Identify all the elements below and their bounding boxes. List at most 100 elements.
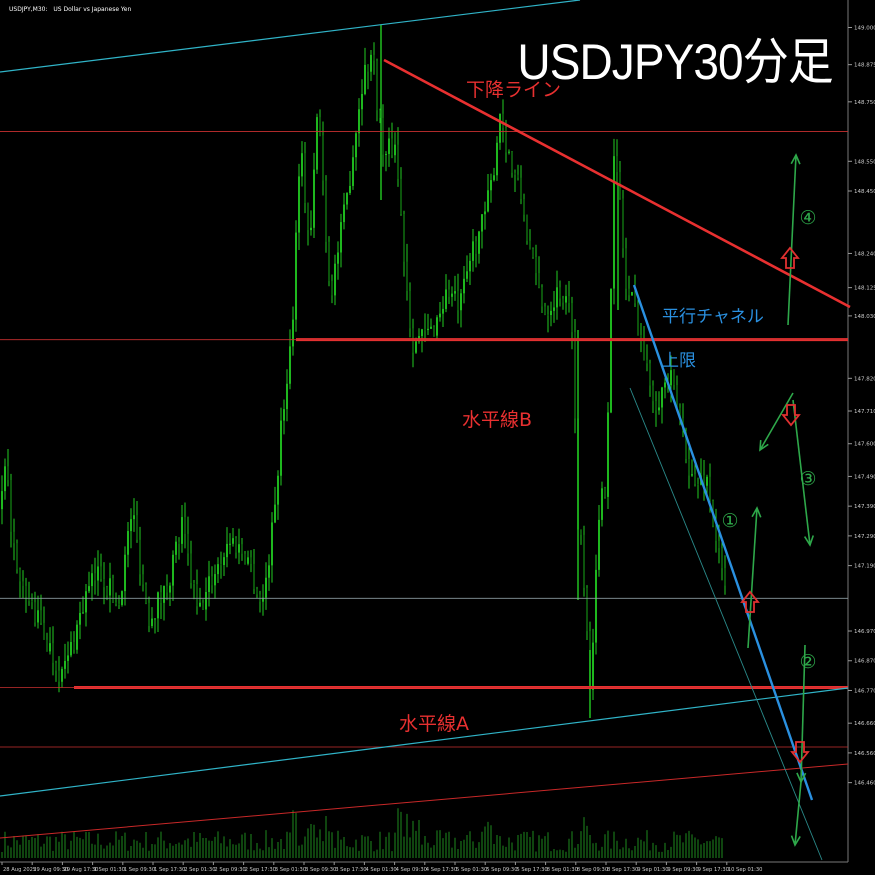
candle-body	[358, 109, 360, 134]
candle-body	[544, 306, 546, 315]
arrow-scenario-2-continue	[794, 781, 802, 846]
candle-body	[211, 576, 213, 586]
candle-body	[40, 610, 42, 623]
candle-body	[88, 586, 90, 592]
candle-body	[229, 543, 231, 545]
candle-body	[622, 198, 624, 249]
x-tick-label: 1 Sep 01:30	[94, 867, 125, 873]
candle-body	[55, 662, 57, 671]
candle-body	[166, 585, 168, 593]
candle-body	[490, 180, 492, 191]
y-tick-label: 147.600	[854, 442, 875, 448]
y-tick-label: 148.875	[854, 63, 875, 69]
candle-body	[586, 587, 588, 632]
candle-body	[436, 317, 438, 336]
candle-body	[103, 579, 105, 588]
candle-body	[721, 548, 723, 569]
candle-body	[529, 240, 531, 249]
candle-body	[403, 214, 405, 262]
candle-body	[49, 643, 51, 652]
candle-body	[550, 310, 552, 316]
parallel-channel-lower	[629, 387, 823, 861]
candle-body	[181, 517, 183, 544]
candle-body	[526, 214, 528, 241]
candle-body	[13, 531, 15, 544]
candle-body	[496, 142, 498, 176]
candle-body	[172, 554, 174, 586]
candle-body	[31, 601, 33, 603]
candle-body	[421, 329, 423, 337]
arrow-scenario-4-head	[790, 153, 801, 165]
candle-body	[52, 643, 54, 663]
candle-body	[67, 655, 69, 661]
arrow-scenario-3-down-head	[803, 535, 815, 547]
candle-body	[514, 172, 516, 175]
candle-body	[406, 261, 408, 291]
label-horizontal-b: 水平線B	[462, 409, 532, 431]
x-tick-label: 2 Sep 17:30	[245, 867, 276, 873]
candle-body	[100, 566, 102, 580]
candle-body	[265, 577, 267, 598]
candle-body	[625, 248, 627, 289]
candle-body	[538, 273, 540, 288]
candle-body	[271, 522, 273, 566]
candle-body	[382, 117, 384, 155]
candle-body	[715, 525, 717, 541]
candle-body	[505, 127, 507, 153]
candle-body	[262, 597, 264, 602]
candle-body	[154, 618, 156, 620]
y-tick-label: 147.710	[854, 409, 875, 415]
candle-body	[157, 592, 159, 619]
arrow-scenario-3-up	[759, 392, 794, 451]
candle-body	[301, 153, 303, 177]
x-tick-label: 3 Sep 09:30	[305, 867, 336, 873]
candle-body	[178, 541, 180, 544]
price-candles	[1, 25, 726, 718]
symbol-description: US Dollar vs Japanese Yen	[53, 6, 132, 13]
candle-body	[313, 169, 315, 228]
candle-body	[364, 64, 366, 95]
candle-body	[304, 153, 306, 204]
y-tick-label: 146.660	[854, 721, 875, 727]
candle-body	[508, 151, 510, 153]
candle-body	[1, 491, 3, 510]
label-scenario-3: ③	[799, 468, 816, 490]
candle-body	[613, 156, 615, 289]
candle-body	[112, 578, 114, 603]
candle-body	[139, 539, 141, 575]
volume-bars	[1, 808, 723, 858]
candle-body	[253, 563, 255, 590]
candle-body	[628, 288, 630, 296]
candle-body	[631, 292, 633, 296]
upper-channel-line	[0, 0, 581, 73]
x-tick-label: 1 Sep 17:30	[154, 867, 185, 873]
candle-body	[46, 639, 48, 652]
candle-body	[340, 222, 342, 253]
candle-body	[160, 592, 162, 603]
candle-body	[448, 289, 450, 297]
candle-body	[61, 668, 63, 682]
candle-body	[148, 602, 150, 627]
candle-body	[286, 383, 288, 410]
candle-body	[376, 60, 378, 111]
candle-body	[676, 385, 678, 408]
candle-body	[64, 660, 66, 669]
candle-body	[520, 177, 522, 200]
candle-body	[328, 241, 330, 282]
label-scenario-2: ②	[799, 651, 816, 673]
chart-header: USDJPY,M30: US Dollar vs Japanese Yen	[9, 6, 135, 13]
downtrend-line	[383, 58, 851, 309]
candle-body	[598, 519, 600, 570]
candle-body	[133, 515, 135, 520]
candle-body	[220, 564, 222, 566]
candle-body	[217, 564, 219, 575]
candle-body	[691, 474, 693, 476]
candle-body	[565, 296, 567, 303]
y-tick-label: 148.550	[854, 159, 875, 165]
candle-body	[457, 291, 459, 311]
candle-body	[28, 597, 30, 602]
candle-body	[487, 190, 489, 212]
candle-body	[661, 387, 663, 408]
